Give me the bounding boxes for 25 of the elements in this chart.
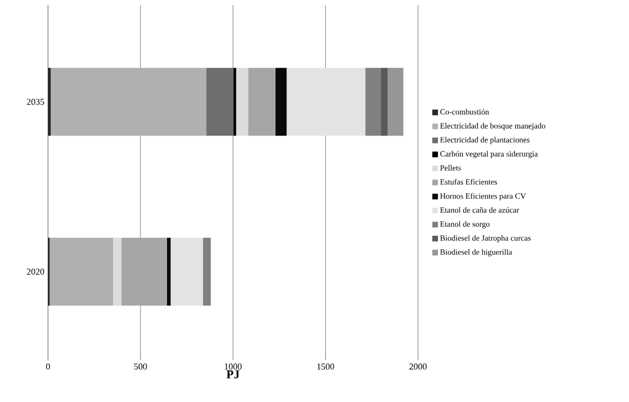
bar: [113, 238, 122, 306]
x-tick-label: 2000: [409, 364, 427, 370]
bar: [50, 238, 114, 306]
x-tick-label: 500: [134, 364, 147, 370]
bar: [121, 238, 167, 306]
bar: [248, 68, 276, 136]
bar: [170, 238, 204, 306]
bar: [206, 68, 234, 136]
x-tick-label: 1500: [317, 364, 334, 370]
bar: [50, 68, 206, 136]
bar: [286, 68, 366, 136]
bar: [381, 68, 388, 136]
bar: [166, 238, 171, 306]
x-axis-title: PJ: [226, 370, 240, 378]
bar: [365, 68, 382, 136]
x-tick-label: 0: [46, 364, 50, 370]
y-tick-label: 2035: [26, 98, 44, 105]
bar: [388, 68, 404, 136]
bar: [233, 68, 236, 136]
bar: [275, 68, 287, 136]
bar: [48, 68, 51, 136]
x-tick-label: 1000: [224, 364, 242, 370]
y-tick-label: 2020: [26, 268, 44, 275]
bar: [203, 238, 211, 306]
bar: [236, 68, 248, 136]
